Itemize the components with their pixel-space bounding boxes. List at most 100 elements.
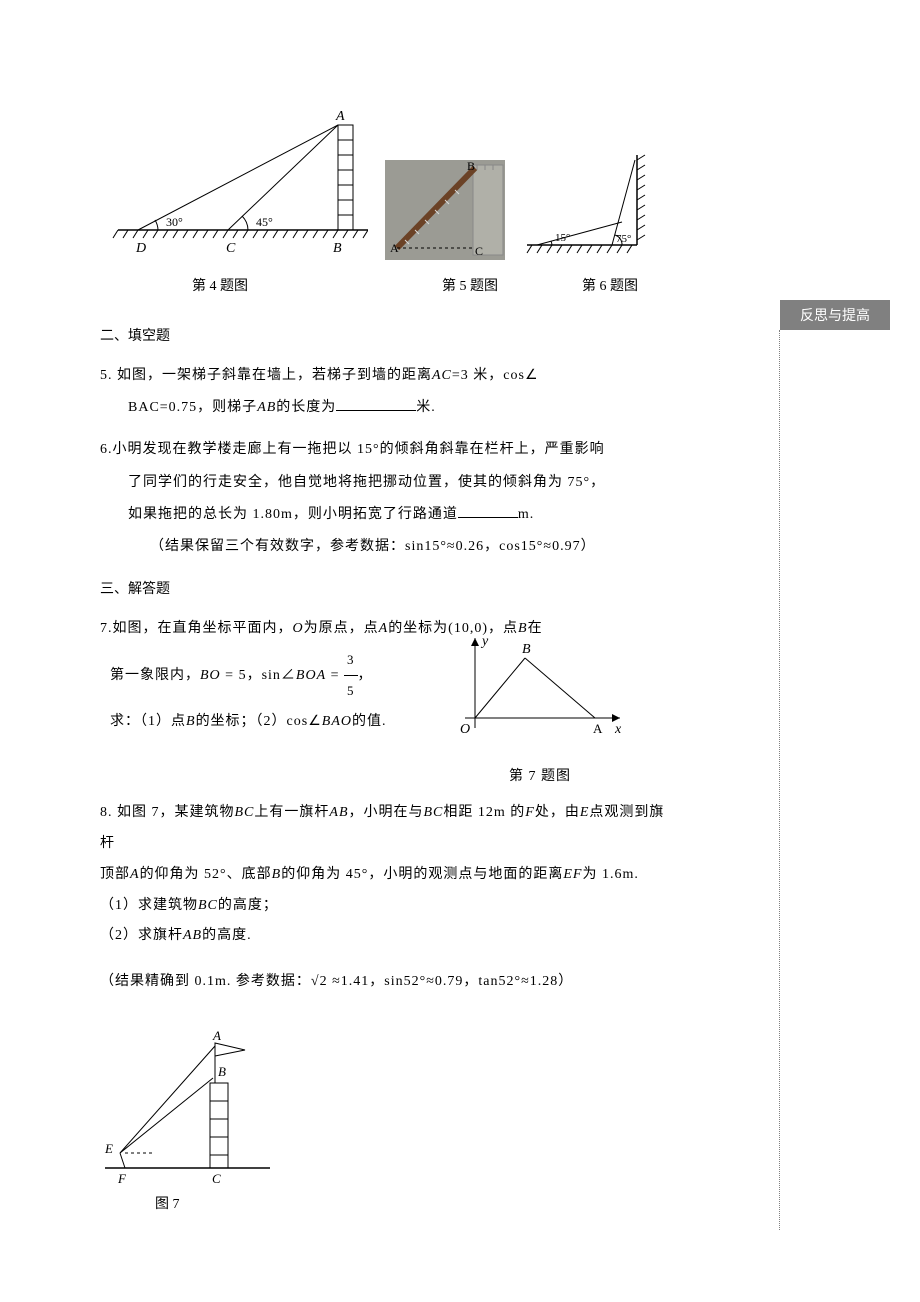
svg-text:E: E [104, 1141, 113, 1156]
q8-l1g: 相距 12m 的 [443, 805, 525, 820]
q8-l3b: BC [198, 898, 218, 913]
svg-text:45°: 45° [256, 215, 273, 229]
figure-7-building: A B C E F 图 7 [100, 1028, 670, 1213]
figure-captions: 第 4 题图 第 5 题图 第 6 题图 [100, 275, 670, 295]
q5-l2a: BAC=0.75，则梯子 [128, 400, 257, 415]
q8-l1d: AB [329, 805, 348, 820]
q5-blank [336, 395, 416, 411]
q6-l1: 6.小明发现在教学楼走廊上有一拖把以 15°的倾斜角斜靠在栏杆上，严重影响 [100, 442, 605, 457]
svg-text:15°: 15° [555, 232, 570, 244]
svg-text:A: A [212, 1028, 221, 1043]
q8-l2e: 的仰角为 45°，小明的观测点与地面的距离 [281, 867, 563, 882]
svg-text:B: B [333, 241, 342, 256]
dotted-divider [779, 330, 780, 1230]
q5-l2b: AB [257, 400, 276, 415]
question-8: 8. 如图 7，某建筑物BC上有一旗杆AB，小明在与BC相距 12m 的F处，由… [100, 798, 670, 998]
q5-l1b: AC [432, 368, 452, 383]
svg-text:A: A [593, 721, 603, 736]
q8-l2b: A [130, 867, 140, 882]
figure-4-svg: A 30° 45° D C B [108, 110, 368, 260]
q8-l2f: EF [563, 867, 582, 882]
tower [338, 125, 353, 230]
q8-l2g: 为 1.6m. [582, 867, 638, 882]
svg-text:x: x [614, 722, 622, 737]
q5-l2d: 米. [416, 400, 436, 415]
svg-text:C: C [212, 1171, 221, 1186]
q7-graph: O B A x y 第 7 题图 [450, 633, 630, 793]
q7-l2f: = [326, 668, 344, 683]
q7-den: 5 [344, 676, 358, 706]
fig4-caption: 第 4 题图 [192, 275, 248, 295]
svg-text:D: D [135, 241, 146, 256]
q7-l1d: A [379, 621, 389, 636]
q6-l4: （结果保留三个有效数字，参考数据：sin15°≈0.26，cos15°≈0.97… [100, 539, 596, 554]
q7-l2e: BOA [296, 668, 326, 683]
q7-l2a: 第一象限内， [110, 668, 200, 683]
svg-text:O: O [460, 722, 471, 737]
svg-text:B: B [218, 1064, 226, 1079]
question-7: 7.如图，在直角坐标平面内，O为原点，点A的坐标为(10,0)，点B在 第一象限… [100, 613, 670, 738]
q7-l3c: 的坐标；（2）cos∠ [196, 714, 322, 729]
figures-row: A 30° 45° D C B [100, 110, 670, 265]
q6-l3b: m. [518, 507, 534, 522]
svg-text:A: A [390, 241, 399, 255]
q6-l3a: 如果拖把的总长为 1.80m，则小明拓宽了行路通道 [128, 507, 458, 522]
q8-l1e: ，小明在与 [349, 805, 424, 820]
figure-5-svg: A B C [385, 160, 505, 260]
q7-l2d: sin∠ [262, 668, 296, 683]
q7-l2g: ， [358, 668, 373, 683]
fig7-graph-caption: 第 7 题图 [450, 761, 630, 793]
svg-text:F: F [117, 1171, 127, 1186]
q7-l1a: 7.如图，在直角坐标平面内， [100, 621, 293, 636]
q8-l1h: F [525, 805, 535, 820]
q8-l2d: B [272, 867, 282, 882]
q8-l5: （结果精确到 0.1m. 参考数据：√2 ≈1.41，sin52°≈0.79，t… [100, 974, 573, 989]
q7-l3a: 求：（1）点 [110, 714, 186, 729]
q8-l4a: （2）求旗杆 [100, 928, 183, 943]
q8-l2a: 顶部 [100, 867, 130, 882]
q7-l2b: BO [200, 668, 221, 683]
fig6-caption: 第 6 题图 [582, 275, 638, 295]
q5-l1a: 5. 如图，一架梯子斜靠在墙上，若梯子到墙的距离 [100, 368, 432, 383]
svg-text:A: A [335, 110, 345, 124]
q8-l3a: （1）求建筑物 [100, 898, 198, 913]
figure-6-svg: 15° 75° [522, 150, 662, 260]
figure-4: A 30° 45° D C B [108, 110, 368, 265]
figure-6: 15° 75° [522, 150, 662, 265]
q7-l3e: 的值. [352, 714, 387, 729]
question-6: 6.小明发现在教学楼走廊上有一拖把以 15°的倾斜角斜靠在栏杆上，严重影响 了同… [100, 434, 670, 563]
question-5: 5. 如图，一架梯子斜靠在墙上，若梯子到墙的距离AC=3 米，cos∠ BAC=… [100, 360, 670, 424]
sidebar-label: 反思与提高 [800, 305, 870, 325]
sidebar-box: 反思与提高 [780, 300, 890, 330]
fig5-caption: 第 5 题图 [442, 275, 498, 295]
svg-text:B: B [522, 642, 532, 657]
q7-l3d: BAO [322, 714, 352, 729]
q8-l1i: 处，由 [535, 805, 580, 820]
q8-l4c: 的高度. [202, 928, 252, 943]
hatching [113, 230, 368, 238]
q8-l1f: BC [424, 805, 444, 820]
q5-l1c: =3 米，cos∠ [452, 368, 539, 383]
q7-l2c: = 5， [221, 668, 262, 683]
svg-text:B: B [467, 160, 475, 173]
q7-l1b: O [293, 621, 304, 636]
q8-l1b: BC [235, 805, 255, 820]
section-3-heading: 三、解答题 [100, 578, 670, 598]
q8-l3c: 的高度； [218, 898, 278, 913]
fig7-building-caption: 图 7 [155, 1193, 670, 1213]
q6-l2: 了同学们的行走安全，他自觉地将拖把挪动位置，使其的倾斜角为 75°， [100, 475, 605, 490]
q5-l2c: 的长度为 [276, 400, 336, 415]
q8-l1a: 8. 如图 7，某建筑物 [100, 805, 235, 820]
svg-text:C: C [226, 241, 236, 256]
svg-text:75°: 75° [616, 233, 631, 245]
q8-l1j: E [580, 805, 590, 820]
q7-l1c: 为原点，点 [304, 621, 379, 636]
section-2-heading: 二、填空题 [100, 325, 670, 345]
q7-num: 3 [344, 645, 358, 676]
svg-text:C: C [475, 244, 483, 258]
svg-text:y: y [480, 634, 489, 649]
q7-l3b: B [186, 714, 196, 729]
svg-text:30°: 30° [166, 215, 183, 229]
figure-5: A B C [385, 160, 505, 265]
q8-l2c: 的仰角为 52°、底部 [140, 867, 272, 882]
